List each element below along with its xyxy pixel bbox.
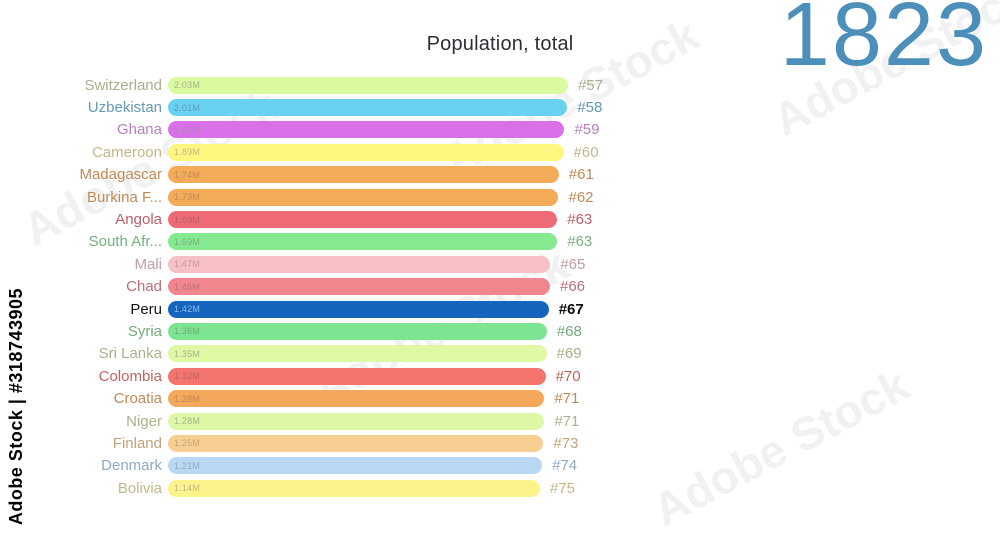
population-bar: 2.03M	[168, 76, 568, 94]
population-bar: 1.74M	[168, 166, 559, 184]
chart-row: Finland 1.25M #73	[0, 432, 780, 454]
rank-label: #63	[567, 233, 593, 251]
bar-value-label: 1.46M	[174, 281, 201, 292]
chart-row: Cameroon 1.89M #60	[0, 141, 780, 163]
country-label: South Afr...	[88, 233, 162, 251]
bar-value-label: 1.92M	[174, 124, 201, 135]
population-bar: 1.47M	[168, 255, 551, 273]
population-bar: 2.01M	[168, 99, 568, 117]
rank-label: #71	[554, 412, 580, 430]
rank-label: #66	[559, 278, 586, 296]
country-label: Colombia	[98, 367, 162, 385]
population-bar: 1.46M	[168, 278, 550, 296]
rank-label: #68	[556, 322, 582, 340]
rank-label: #61	[568, 166, 594, 184]
country-label: Switzerland	[84, 76, 162, 94]
chart-row: Angola 1.69M #63	[0, 208, 780, 230]
bar-value-label: 1.74M	[174, 169, 201, 180]
population-bar: 1.35M	[168, 345, 547, 363]
bar-value-label: 1.25M	[174, 438, 201, 449]
bar-value-label: 1.14M	[174, 483, 201, 494]
country-label: Denmark	[101, 457, 162, 475]
country-label: Cameroon	[91, 143, 162, 161]
chart-row: Mali 1.47M #65	[0, 253, 780, 275]
chart-title: Population, total	[426, 33, 574, 55]
chart-row: Croatia 1.28M #71	[0, 387, 780, 409]
bar-value-label: 1.28M	[174, 416, 201, 427]
country-label: Sri Lanka	[98, 345, 162, 363]
chart-row: Switzerland 2.03M #57	[0, 74, 780, 96]
population-bar: 1.69M	[168, 211, 558, 229]
country-label: Uzbekistan	[87, 99, 162, 117]
rank-label: #74	[552, 457, 578, 475]
chart-row: Colombia 1.32M #70	[0, 365, 780, 387]
chart-row: Ghana 1.92M #59	[0, 119, 780, 141]
rank-label: #69	[556, 345, 582, 363]
rank-label: #67	[558, 300, 584, 318]
bar-value-label: 1.35M	[174, 348, 201, 359]
chart-row: Peru 1.42M #67	[0, 298, 780, 320]
population-bar: 1.32M	[168, 367, 546, 385]
rank-label: #57	[577, 76, 603, 94]
chart-row: Bolivia 1.14M #75	[0, 477, 780, 499]
population-bar: 1.28M	[168, 390, 545, 408]
population-bar: 1.36M	[168, 322, 547, 340]
bar-value-label: 1.47M	[174, 259, 201, 270]
country-label: Chad	[126, 278, 162, 296]
rank-label: #58	[577, 99, 603, 117]
rank-label: #75	[549, 479, 575, 497]
population-bar: 1.42M	[168, 300, 549, 318]
bar-value-label: 1.69M	[174, 236, 201, 247]
rank-label: #59	[574, 121, 600, 139]
chart-row: Chad 1.46M #66	[0, 276, 780, 298]
bar-chart: Switzerland 2.03M #57 Uzbekistan 2.01M #…	[0, 74, 780, 499]
chart-row: South Afr... 1.69M #63	[0, 231, 780, 253]
bar-value-label: 1.69M	[174, 214, 201, 225]
adobe-stock-watermark: Adobe Stock | #318743905	[6, 287, 26, 525]
population-bar: 1.14M	[168, 479, 540, 497]
bar-value-label: 1.28M	[174, 393, 201, 404]
chart-row: Syria 1.36M #68	[0, 320, 780, 342]
country-label: Bolivia	[117, 479, 162, 497]
country-label: Ghana	[116, 121, 162, 139]
bar-value-label: 1.21M	[174, 460, 201, 471]
chart-row: Uzbekistan 2.01M #58	[0, 96, 780, 118]
bar-value-label: 1.42M	[174, 304, 201, 315]
chart-row: Niger 1.28M #71	[0, 410, 780, 432]
bar-value-label: 1.89M	[174, 147, 201, 158]
country-label: Peru	[130, 300, 162, 318]
population-bar: 1.89M	[168, 143, 564, 161]
population-bar: 1.73M	[168, 188, 559, 206]
chart-row: Sri Lanka 1.35M #69	[0, 343, 780, 365]
country-label: Syria	[127, 322, 162, 340]
country-label: Niger	[126, 412, 162, 430]
rank-label: #65	[560, 255, 586, 273]
rank-label: #73	[553, 434, 579, 452]
population-bar: 1.28M	[168, 412, 545, 430]
rank-label: #70	[555, 367, 581, 385]
rank-label: #71	[554, 390, 580, 408]
country-label: Madagascar	[79, 166, 162, 184]
population-bar: 1.92M	[168, 121, 565, 139]
chart-row: Burkina F... 1.73M #62	[0, 186, 780, 208]
rank-label: #62	[568, 188, 594, 206]
chart-row: Denmark 1.21M #74	[0, 455, 780, 477]
rank-label: #60	[573, 143, 599, 161]
rank-label: #63	[567, 211, 593, 229]
country-label: Burkina F...	[86, 188, 162, 206]
bar-value-label: 1.32M	[174, 371, 201, 382]
population-bar: 1.25M	[168, 434, 544, 452]
bar-value-label: 1.73M	[174, 192, 201, 203]
bar-value-label: 2.01M	[174, 102, 201, 113]
country-label: Finland	[112, 434, 162, 452]
population-bar: 1.69M	[168, 233, 558, 251]
population-bar: 1.21M	[168, 457, 543, 475]
country-label: Mali	[134, 255, 162, 273]
country-label: Croatia	[113, 390, 162, 408]
chart-row: Madagascar 1.74M #61	[0, 164, 780, 186]
year-counter: 1823	[779, 0, 988, 85]
bar-value-label: 2.03M	[174, 80, 201, 91]
bar-value-label: 1.36M	[174, 326, 201, 337]
country-label: Angola	[115, 211, 162, 229]
